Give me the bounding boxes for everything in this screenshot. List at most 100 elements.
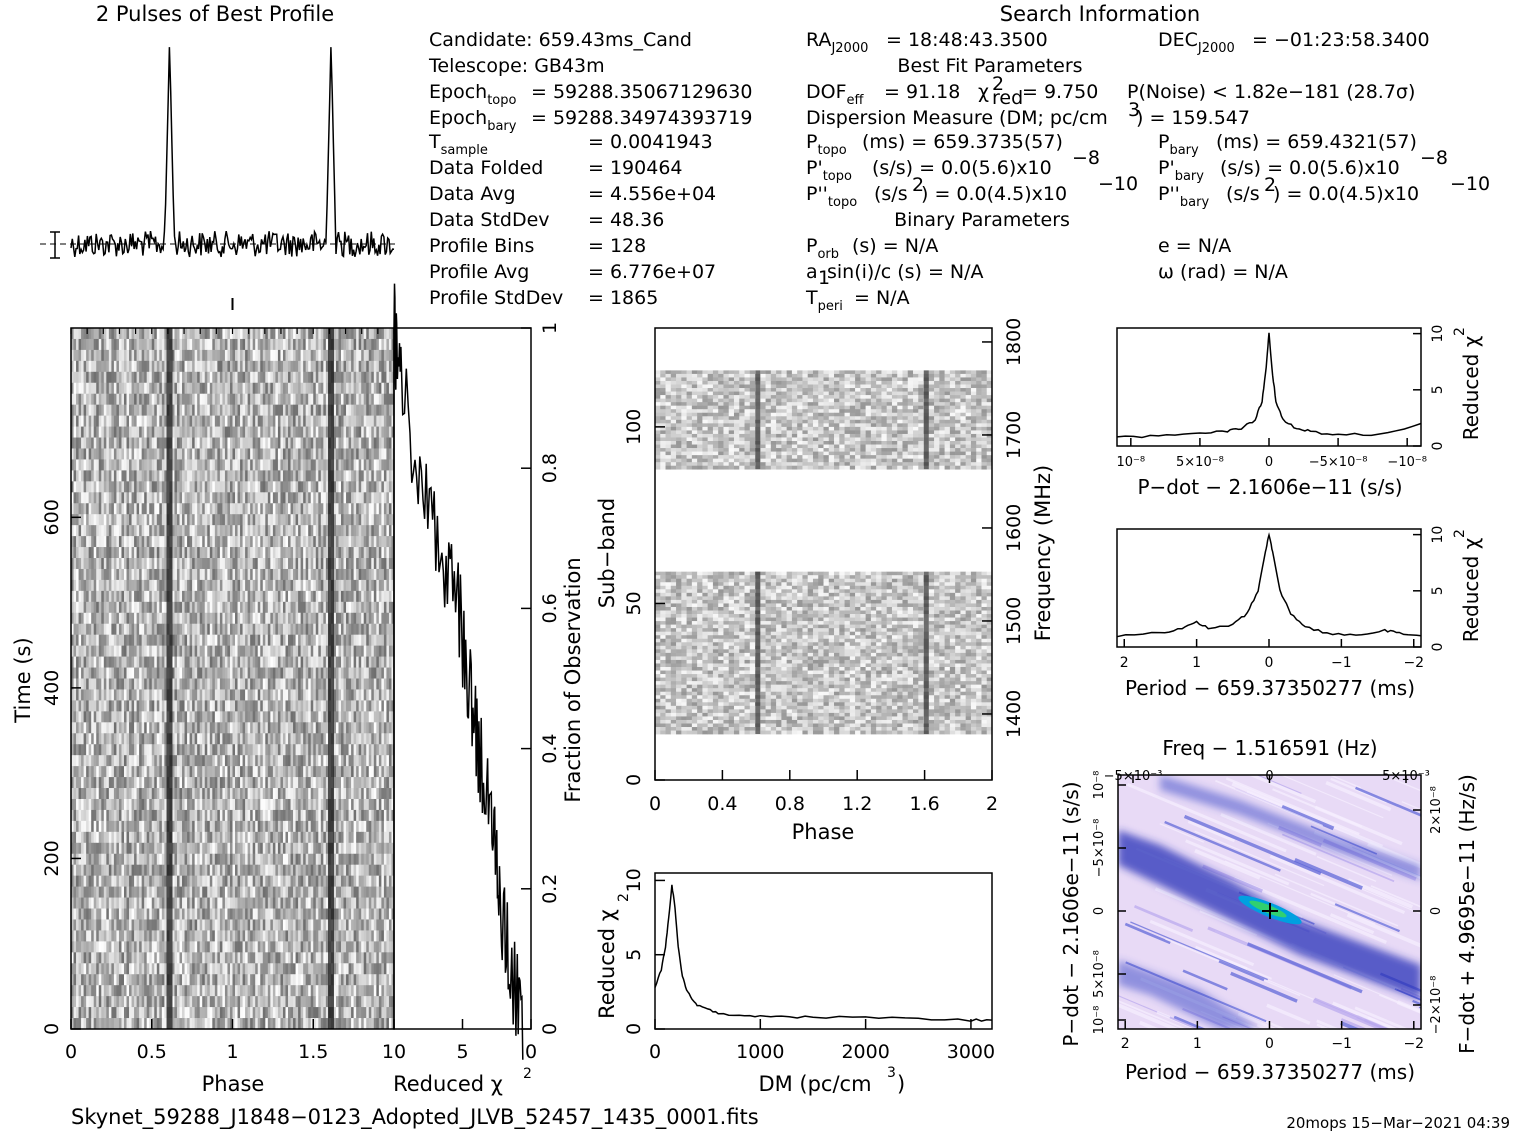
time-phase-cell [232, 733, 236, 745]
time-phase-cell [98, 371, 102, 384]
time-phase-cell [310, 678, 314, 690]
time-phase-cell [353, 722, 357, 734]
time-phase-cell [270, 536, 274, 548]
time-phase-cell [202, 349, 206, 362]
time-phase-cell [116, 568, 120, 581]
time-phase-cell [313, 503, 317, 515]
time-phase-cell [212, 371, 216, 384]
time-phase-cell [262, 404, 266, 416]
time-phase-cell [351, 678, 354, 690]
time-phase-cell [136, 536, 140, 548]
time-phase-cell [129, 558, 132, 570]
time-phase-cell [123, 700, 127, 712]
time-phase-cell [182, 393, 185, 405]
time-phase-cell [103, 590, 107, 603]
time-phase-cell [300, 360, 304, 373]
time-phase-cell [232, 371, 236, 384]
time-phase-cell [116, 547, 120, 559]
time-phase-cell [315, 470, 319, 482]
time-phase-cell [252, 459, 256, 471]
time-phase-cell [371, 470, 375, 482]
time-phase-cell [335, 360, 339, 373]
time-phase-cell [343, 667, 347, 679]
time-phase-cell [219, 722, 223, 734]
time-phase-cell [123, 722, 127, 734]
time-phase-cell [179, 744, 183, 756]
time-phase-cell [242, 426, 246, 438]
time-phase-cell [300, 547, 304, 559]
time-phase-cell [164, 415, 168, 427]
time-phase-cell [373, 437, 377, 449]
time-phase-cell [174, 349, 178, 362]
time-phase-cell [174, 404, 178, 416]
time-phase-cell [144, 338, 147, 351]
time-phase-cell [368, 536, 372, 548]
time-phase-cell [388, 634, 392, 646]
time-phase-cell [262, 579, 266, 592]
time-phase-cell [192, 547, 195, 559]
time-phase-cell [179, 645, 183, 657]
time-phase-cell [368, 700, 372, 712]
time-phase-cell [356, 558, 359, 570]
time-phase-cell [192, 711, 195, 723]
time-phase-cell [247, 448, 251, 460]
time-phase-cell [91, 360, 95, 373]
time-phase-cell [348, 393, 352, 405]
time-phase-cell [285, 514, 289, 526]
time-phase-cell [156, 623, 160, 635]
time-phase-cell [179, 426, 183, 438]
time-phase-cell [144, 415, 147, 427]
time-phase-cell [141, 349, 145, 362]
time-phase-cell [290, 349, 294, 362]
time-phase-cell [121, 667, 125, 679]
time-phase-cell [232, 459, 236, 471]
time-phase-cell [320, 503, 324, 515]
time-phase-cell [371, 623, 375, 635]
time-phase-cell [217, 612, 221, 625]
time-phase-cell [388, 382, 392, 395]
time-phase-cell [353, 360, 357, 373]
time-phase-cell [255, 426, 259, 438]
time-phase-cell [229, 514, 233, 526]
time-phase-cell [240, 634, 243, 646]
time-phase-cell [179, 536, 183, 548]
time-phase-cell [123, 536, 127, 548]
time-phase-cell [101, 448, 105, 460]
time-phase-cell [108, 371, 112, 384]
time-phase-cell [290, 514, 294, 526]
time-phase-cell [96, 514, 100, 526]
time-phase-cell [224, 448, 228, 460]
time-phase-cell [136, 590, 140, 603]
time-phase-cell [303, 590, 306, 603]
time-phase-cell [146, 437, 150, 449]
time-phase-cell [116, 525, 120, 537]
time-phase-cell [376, 503, 380, 515]
time-phase-cell [285, 601, 289, 614]
time-phase-cell [227, 426, 231, 438]
time-phase-cell [388, 459, 392, 471]
time-phase-cell [325, 415, 329, 427]
time-phase-cell [295, 481, 299, 493]
pddot-topo-sq: 2 [912, 174, 924, 196]
time-phase-cell [280, 558, 284, 570]
time-phase-cell [237, 722, 241, 734]
time-phase-cell [202, 568, 206, 581]
time-phase-cell [156, 470, 160, 482]
time-phase-cell [310, 503, 314, 515]
time-phase-cell [363, 656, 367, 668]
time-phase-cell [341, 558, 344, 570]
time-phase-cell [240, 722, 243, 734]
time-phase-cell [103, 722, 107, 734]
time-phase-cell [159, 338, 163, 351]
time-phase-cell [232, 645, 236, 657]
time-phase-cell [93, 536, 97, 548]
time-phase-cell [156, 722, 160, 734]
time-phase-cell [113, 382, 117, 395]
profile-title: 2 Pulses of Best Profile [96, 2, 334, 26]
time-phase-cell [207, 492, 211, 504]
time-phase-cell [267, 656, 271, 668]
time-phase-cell [255, 689, 259, 701]
time-phase-cell [381, 415, 385, 427]
time-phase-cell [338, 536, 342, 548]
